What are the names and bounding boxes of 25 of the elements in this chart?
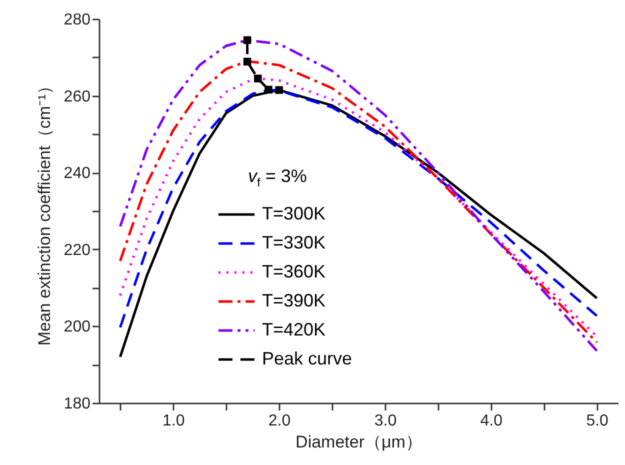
legend-label: T=300K bbox=[262, 204, 326, 224]
point bbox=[264, 86, 272, 94]
legend-label: T=420K bbox=[262, 320, 326, 340]
x-tick-label: 1.0 bbox=[162, 412, 185, 430]
y-tick-label: 280 bbox=[64, 12, 91, 28]
x-tick-label: 3.0 bbox=[374, 412, 397, 430]
point bbox=[275, 86, 283, 94]
y-tick-label: 260 bbox=[64, 88, 91, 106]
x-tick-label: 4.0 bbox=[480, 412, 503, 430]
x-axis-title: Diameter（μm） bbox=[296, 432, 422, 452]
legend-label: T=360K bbox=[262, 262, 326, 282]
legend-label: T=330K bbox=[262, 232, 326, 252]
legend-title: v$_{f}$ = 3% bbox=[248, 166, 307, 190]
point bbox=[243, 36, 252, 44]
point bbox=[254, 74, 262, 82]
legend-label: Peak curve bbox=[262, 348, 352, 368]
legend-label: T=390K bbox=[262, 290, 326, 310]
x-tick-label: 2.0 bbox=[268, 412, 291, 430]
x-tick-label: 5.0 bbox=[586, 412, 609, 430]
y-tick-label: 200 bbox=[64, 318, 91, 336]
y-tick-label: 240 bbox=[64, 165, 91, 182]
y-tick-label: 180 bbox=[64, 396, 91, 412]
y-axis-title: Mean extinction coefficient（cm⁻¹） bbox=[34, 77, 54, 346]
point bbox=[243, 58, 252, 66]
y-tick-label: 220 bbox=[64, 242, 91, 259]
